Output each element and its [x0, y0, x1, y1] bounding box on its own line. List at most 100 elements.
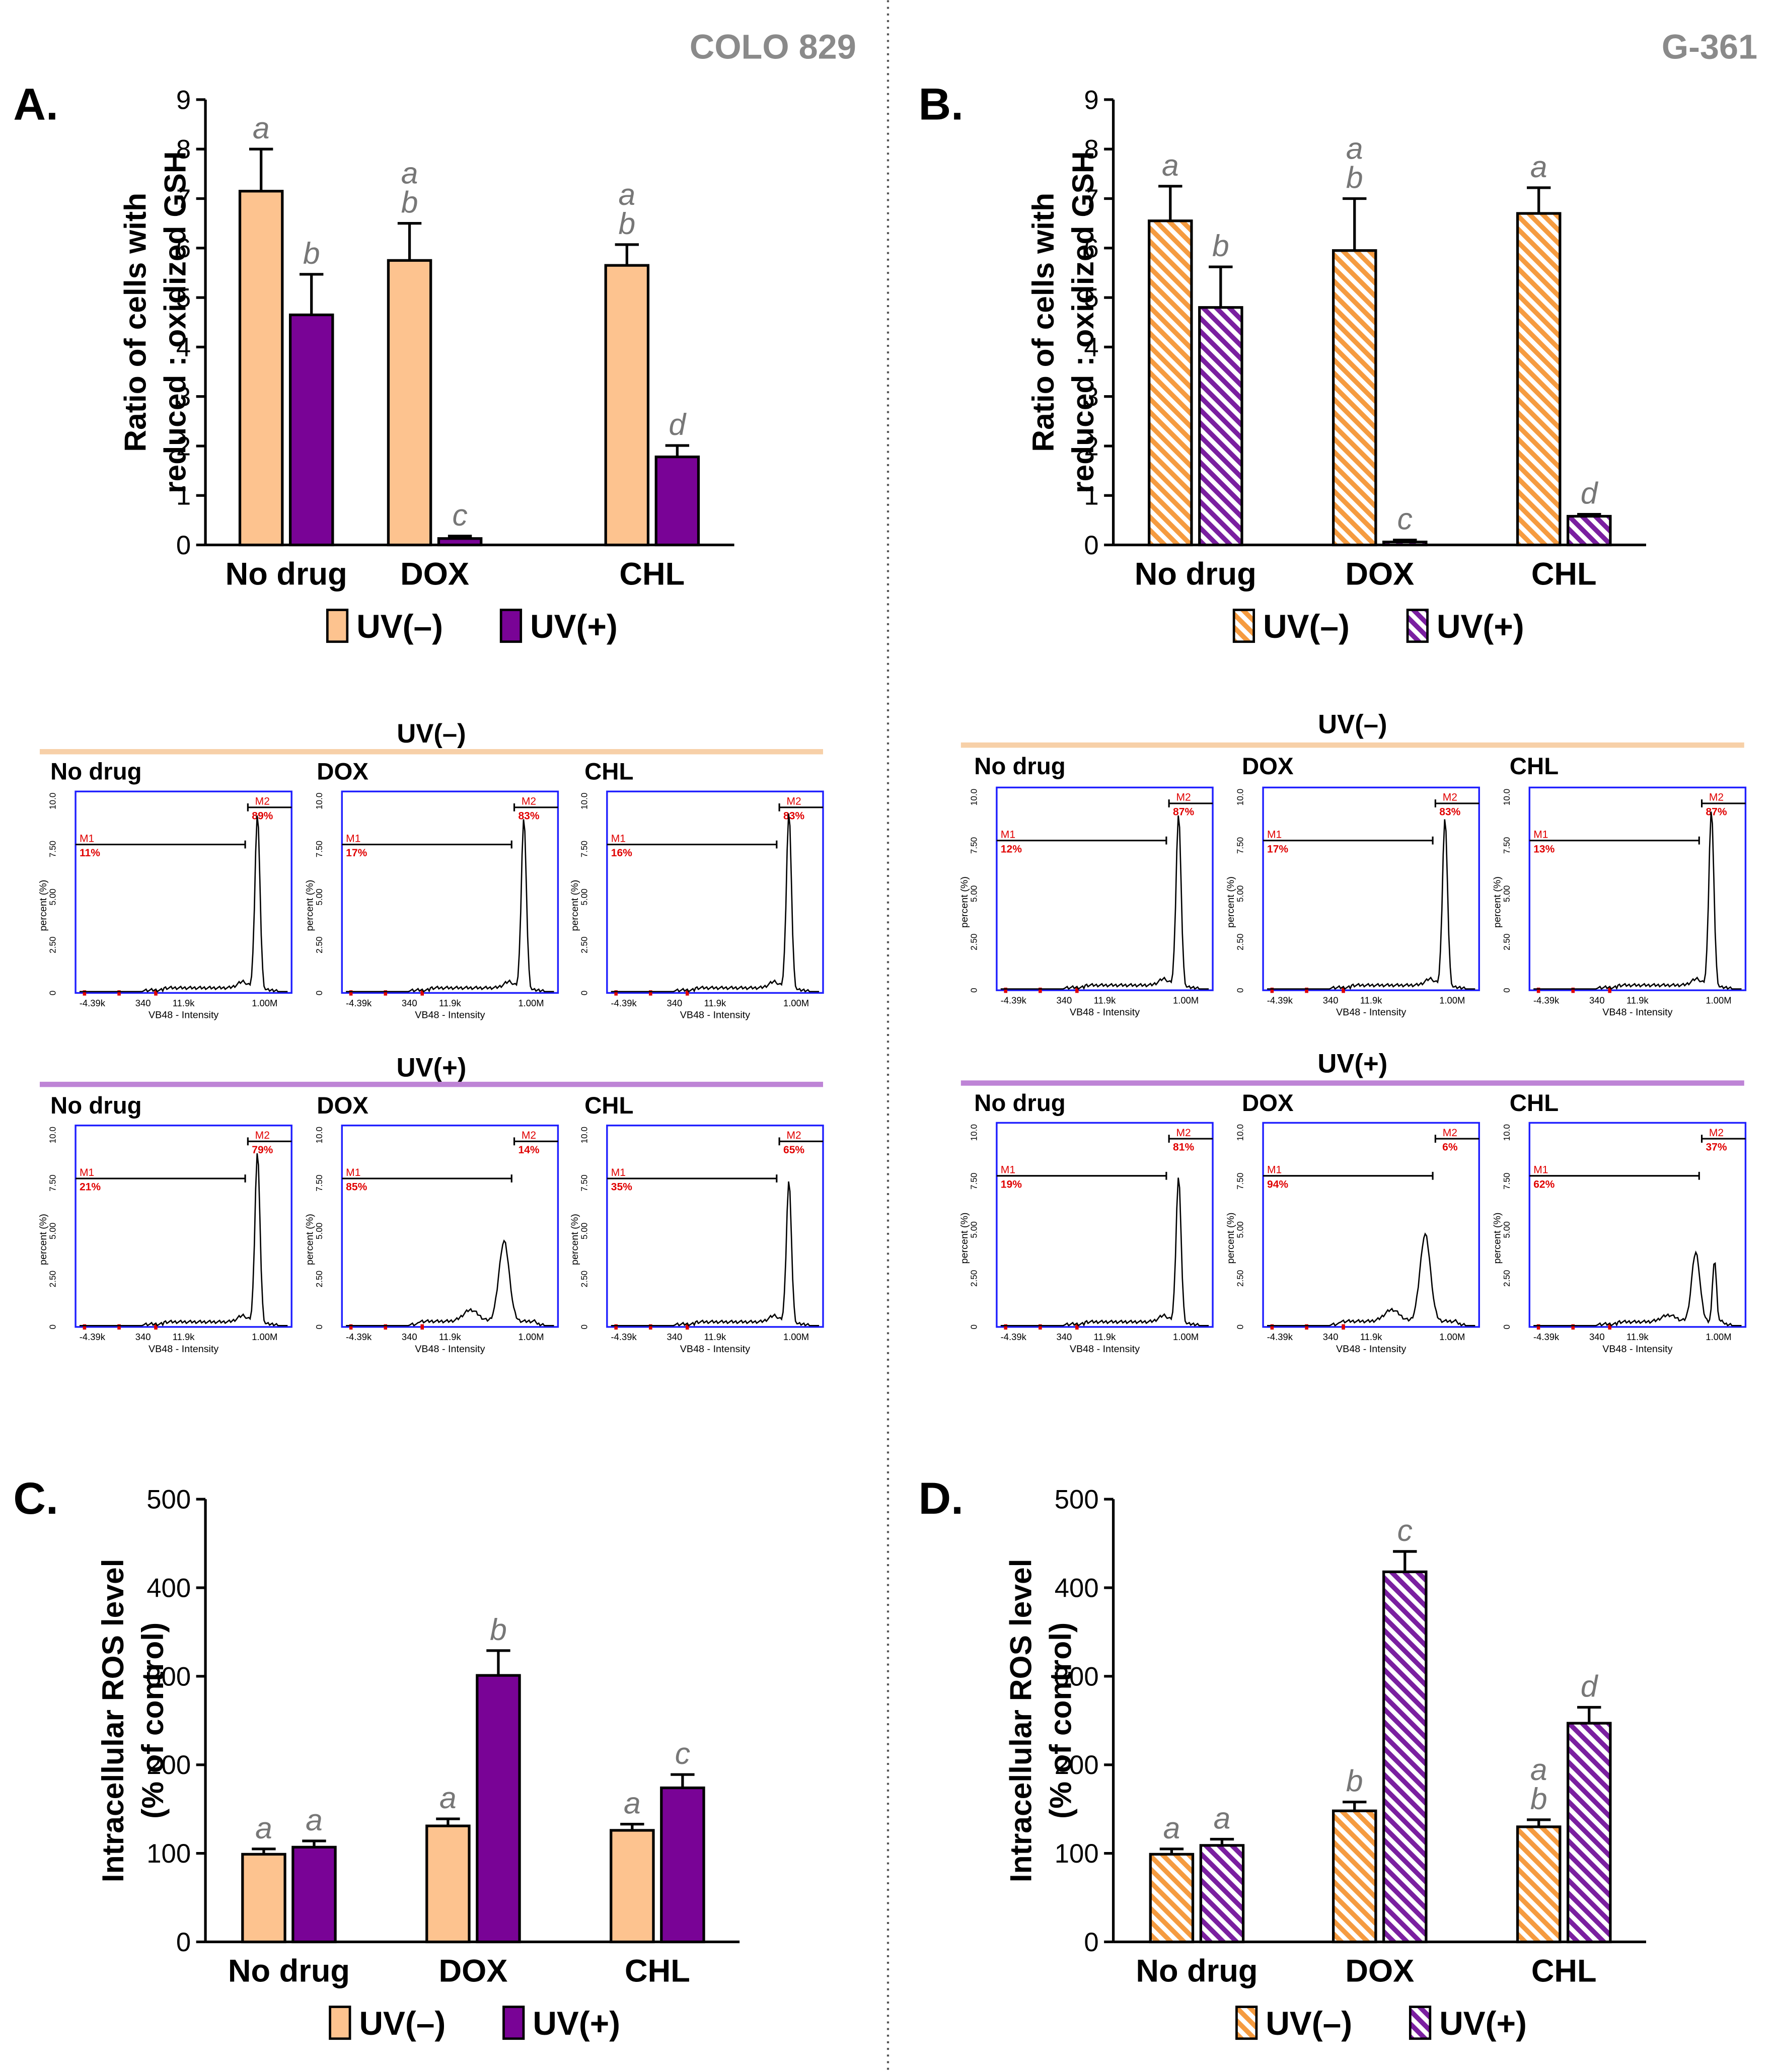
- significance-letter: a: [401, 156, 418, 190]
- chart-panel-b: B. 0 1 2 3 4 5 6 7 8 9 Ratio of cells with reduced :…: [919, 79, 1646, 645]
- bar: [1567, 1722, 1612, 1944]
- histogram-baseline-marker: [685, 990, 689, 996]
- gate-m2-percent: 89%: [252, 810, 273, 822]
- y-axis-label: (% of control): [1043, 1622, 1077, 1819]
- histogram-y-tick: 0: [579, 991, 589, 996]
- histogram-baseline-marker: [1039, 987, 1042, 993]
- significance-letter: a: [255, 1811, 272, 1845]
- histogram-title: DOX: [1242, 1090, 1294, 1117]
- gate-m2-percent: 14%: [518, 1144, 539, 1156]
- significance-letter: d: [1581, 476, 1599, 510]
- bar: [437, 537, 483, 547]
- histogram-y-tick: 0: [48, 991, 58, 996]
- histogram-y-tick: 0: [1236, 988, 1245, 993]
- histogram-y-tick: 2.50: [48, 1271, 58, 1287]
- gate-m2-label: M2: [1709, 1127, 1724, 1139]
- histogram-frame: [996, 786, 1214, 991]
- histogram-frame: [606, 790, 824, 994]
- histogram-y-tick: 2.50: [315, 936, 324, 953]
- gate-m2-percent: 65%: [783, 1144, 804, 1156]
- gate-m2-label: M2: [1176, 792, 1191, 803]
- histogram-x-tick: 1.00M: [783, 1331, 809, 1342]
- histogram-x-tick: 340: [135, 1331, 151, 1342]
- category-label: CHL: [619, 557, 685, 592]
- histogram-y-label: percent (%): [38, 1214, 49, 1265]
- legend-swatch-uv_plus: [502, 2006, 525, 2040]
- histogram-y-tick: 5.00: [1502, 885, 1512, 902]
- histogram-y-tick: 0: [315, 991, 324, 996]
- histogram-y-tick: 2.50: [48, 936, 58, 953]
- histogram-x-tick: -4.39k: [1001, 1331, 1027, 1342]
- y-tick-label: 5: [176, 283, 191, 313]
- histogram-x-tick: 11.9k: [704, 1331, 726, 1342]
- histogram-y-tick: 5.00: [969, 1221, 979, 1238]
- histogram-y-tick: 10.0: [315, 1127, 324, 1143]
- row-title: UV(–): [397, 719, 466, 749]
- category-label: DOX: [1345, 1954, 1414, 1989]
- gate-m1-label: M1: [346, 1167, 360, 1178]
- histogram-x-tick: 1.00M: [1706, 995, 1731, 1005]
- histogram-y-label: percent (%): [959, 876, 970, 928]
- histogram-y-tick: 2.50: [1236, 1270, 1245, 1287]
- histogram-frame: [1262, 1122, 1480, 1328]
- gate-m1-percent: 17%: [1267, 843, 1288, 855]
- significance-letter: b: [1212, 229, 1229, 263]
- gate-m1-percent: 16%: [611, 847, 632, 859]
- legend-swatch-uv_minus: [1232, 609, 1255, 643]
- legend-label-uv_minus: UV(–): [356, 608, 443, 645]
- histogram-trace: [1533, 811, 1742, 990]
- histogram-x-tick: 340: [402, 1331, 417, 1342]
- gate-m1-percent: 94%: [1267, 1178, 1288, 1190]
- significance-letter: a: [1346, 131, 1363, 166]
- y-axis-label: reduced : oxidized GSH: [158, 151, 192, 493]
- bar: [1148, 219, 1193, 547]
- y-tick-label: 500: [1055, 1485, 1099, 1515]
- histogram-trace: [1267, 1232, 1475, 1327]
- legend-label-uv_minus: UV(–): [359, 2005, 446, 2042]
- gate-m1-label: M1: [80, 1167, 94, 1178]
- histogram-y-tick: 7.50: [48, 841, 58, 857]
- bar: [660, 1786, 705, 1944]
- histogram-panel: No drug 0 2.50 5.00 7.50 10.0 percent (%) -4.39…: [38, 1092, 292, 1355]
- legend-label-uv_plus: UV(+): [533, 2005, 620, 2042]
- histogram-x-label: VB48 - Intensity: [680, 1344, 750, 1355]
- histogram-baseline-marker: [384, 990, 388, 996]
- histogram-row-right-uv_plus: UV(+) No drug 0 2.50 5.00 7.50 10.0 percent (%)…: [959, 1049, 1747, 1355]
- histogram-x-tick: -4.39k: [1267, 1331, 1293, 1342]
- bar: [1332, 1809, 1377, 1944]
- histogram-x-tick: 1.00M: [518, 1331, 544, 1342]
- y-tick-label: 200: [1055, 1750, 1099, 1780]
- bar: [1199, 1844, 1245, 1944]
- gate-m2-percent: 83%: [1439, 806, 1460, 818]
- histogram-trace: [79, 815, 288, 993]
- significance-letter: a: [439, 1781, 457, 1815]
- y-tick-label: 3: [1084, 382, 1098, 412]
- flow-histograms: UV(–) No drug 0 2.50 5.00 7.50 10.0 percent (%)…: [38, 709, 1747, 1355]
- histogram-y-tick: 10.0: [1236, 789, 1245, 805]
- histogram-baseline-marker: [117, 1324, 121, 1330]
- histogram-title: No drug: [50, 759, 142, 785]
- legend-swatch-uv_minus: [1235, 2006, 1258, 2040]
- histogram-y-tick: 7.50: [579, 841, 589, 857]
- histogram-y-label: percent (%): [1492, 1213, 1503, 1264]
- significance-letter: a: [618, 177, 635, 211]
- histogram-x-tick: -4.39k: [611, 998, 637, 1008]
- histogram-x-tick: 340: [135, 998, 151, 1008]
- histogram-x-tick: 340: [402, 998, 417, 1008]
- significance-letter: a: [306, 1803, 323, 1837]
- histogram-baseline-marker: [685, 1324, 689, 1330]
- category-label: No drug: [226, 557, 347, 592]
- gate-m2-label: M2: [522, 1130, 536, 1141]
- histogram-y-label: percent (%): [569, 1214, 580, 1265]
- histogram-frame: [341, 790, 559, 994]
- significance-letter: b: [490, 1612, 507, 1647]
- histogram-panel: CHL 0 2.50 5.00 7.50 10.0 percent (%) -4.39k 340…: [1492, 753, 1747, 1018]
- histogram-baseline-marker: [1075, 987, 1079, 993]
- row-title: UV(–): [1318, 709, 1387, 739]
- significance-letter: b: [1346, 160, 1363, 194]
- histogram-y-tick: 7.50: [969, 1173, 979, 1190]
- histogram-y-tick: 5.00: [48, 1223, 58, 1239]
- y-tick-label: 500: [146, 1485, 191, 1515]
- histogram-x-tick: 340: [1323, 1331, 1339, 1342]
- y-tick-label: 100: [146, 1839, 191, 1869]
